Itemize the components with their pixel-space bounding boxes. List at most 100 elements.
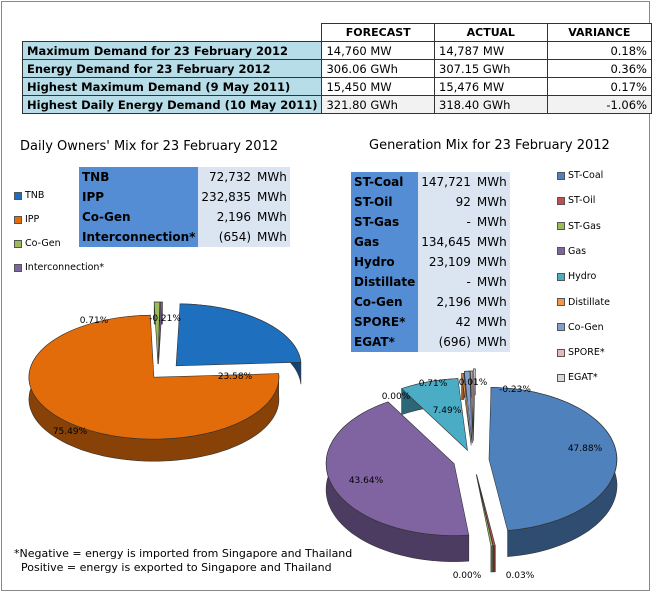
table-row: TNB 72,732 MWh [79, 167, 290, 187]
pie-slice [28, 314, 280, 440]
legend-swatch [14, 263, 22, 272]
gen-unit-cell: MWh [473, 332, 510, 352]
owners-value-cell: 72,732 [198, 167, 255, 187]
legend-item: TNB [14, 190, 44, 201]
gen-unit-cell: MWh [473, 212, 510, 232]
table-row: EGAT* (696) MWh [351, 332, 510, 352]
data-label: 0.03% [506, 571, 535, 581]
gen-value-cell: - [418, 272, 474, 292]
owners-name-cell: Interconnection* [79, 227, 199, 247]
pie-slice [153, 301, 161, 365]
variance-cell: 0.36% [546, 59, 652, 78]
table-row: Highest Maximum Demand (9 May 2011) 15,4… [21, 77, 652, 96]
table-row: SPORE* 42 MWh [351, 312, 510, 332]
legend-item: Co-Gen [557, 322, 604, 333]
owners-unit-cell: MWh [254, 227, 290, 247]
table-row: Distillate - MWh [351, 272, 510, 292]
gen-value-cell: 147,721 [418, 172, 474, 192]
legend-item: Hydro [557, 271, 596, 282]
legend-label: ST-Oil [568, 195, 596, 207]
legend-item: IPP [14, 214, 39, 225]
gen-value-cell: 92 [418, 192, 474, 212]
owners-mix-table: TNB 72,732 MWh IPP 232,835 MWh Co-Gen 2,196 MWh I… [79, 167, 290, 247]
legend-label: SPORE* [568, 347, 605, 359]
demand-table: FORECAST ACTUAL VARIANCE Maximum Demand … [21, 23, 652, 114]
legend-label: Hydro [568, 271, 597, 283]
legend-item: Co-Gen [14, 238, 61, 249]
owners-name-cell: Co-Gen [79, 207, 199, 227]
legend-swatch [557, 272, 565, 281]
pie-slice [473, 368, 476, 441]
table-row: Interconnection* (654) MWh [79, 227, 290, 247]
legend-swatch [557, 373, 565, 382]
row-label: Energy Demand for 23 February 2012 [21, 59, 323, 78]
legend-item: Interconnection* [14, 262, 104, 273]
pie-slice [475, 474, 494, 547]
pie-slice-side [490, 545, 494, 573]
gen-unit-cell: MWh [473, 292, 510, 312]
table-row: Maximum Demand for 23 February 2012 14,7… [21, 41, 652, 60]
gen-unit-cell: MWh [473, 312, 510, 332]
forecast-cell: 15,450 MW [321, 77, 435, 96]
legend-swatch [557, 196, 565, 205]
header-variance: VARIANCE [546, 23, 652, 42]
legend-swatch [557, 348, 565, 357]
footnote: *Negative = energy is imported from Sing… [14, 547, 353, 574]
gen-name-cell: Gas [351, 232, 419, 252]
forecast-cell: 321.80 GWh [321, 95, 435, 114]
generation-mix-title: Generation Mix for 23 February 2012 [369, 138, 610, 153]
table-row: Hydro 23,109 MWh [351, 252, 510, 272]
data-label: 0.00% [382, 392, 411, 402]
actual-cell: 318.40 GWh [434, 95, 548, 114]
gen-unit-cell: MWh [473, 172, 510, 192]
gen-name-cell: ST-Oil [351, 192, 419, 212]
legend-swatch [557, 171, 565, 180]
owners-unit-cell: MWh [254, 207, 290, 227]
owners-value-cell: 2,196 [198, 207, 255, 227]
row-label: Highest Maximum Demand (9 May 2011) [21, 77, 323, 96]
table-row: Co-Gen 2,196 MWh [351, 292, 510, 312]
legend-item: ST-Gas [557, 221, 601, 232]
legend-item: EGAT* [557, 372, 598, 383]
gen-value-cell: 134,645 [418, 232, 474, 252]
data-label: 0.71% [80, 316, 109, 326]
legend-swatch [557, 247, 565, 256]
owners-unit-cell: MWh [254, 187, 290, 207]
table-row: ST-Gas - MWh [351, 212, 510, 232]
actual-cell: 15,476 MW [434, 77, 548, 96]
legend-label: Gas [568, 245, 587, 257]
legend-swatch [14, 191, 22, 200]
generation-mix-table: ST-Coal 147,721 MWh ST-Oil 92 MWh ST-Gas - MWh Ga… [351, 172, 510, 352]
owners-value-cell: 232,835 [198, 187, 255, 207]
table-row: Energy Demand for 23 February 2012 306.0… [21, 59, 652, 78]
header-blank [21, 23, 323, 42]
table-row: Co-Gen 2,196 MWh [79, 207, 290, 227]
gen-unit-cell: MWh [473, 272, 510, 292]
gen-name-cell: Distillate [351, 272, 419, 292]
legend-item: SPORE* [557, 347, 605, 358]
legend-label: TNB [25, 190, 45, 201]
variance-cell: -1.06% [546, 95, 652, 114]
gen-value-cell: 23,109 [418, 252, 474, 272]
pie-slice [470, 370, 474, 444]
actual-cell: 14,787 MW [434, 41, 548, 60]
owners-name-cell: TNB [79, 167, 199, 187]
gen-value-cell: 2,196 [418, 292, 474, 312]
variance-cell: 0.18% [546, 41, 652, 60]
legend-swatch [557, 298, 565, 306]
pie-slice [463, 370, 473, 444]
table-header-row: FORECAST ACTUAL VARIANCE [21, 23, 652, 42]
gen-name-cell: EGAT* [351, 332, 419, 352]
table-row: ST-Oil 92 MWh [351, 192, 510, 212]
data-label: 43.64% [349, 476, 384, 486]
legend-label: ST-Gas [568, 220, 601, 232]
gen-value-cell: - [418, 212, 474, 232]
gen-name-cell: SPORE* [351, 312, 419, 332]
gen-unit-cell: MWh [473, 252, 510, 272]
legend-label: EGAT* [568, 372, 598, 384]
owners-value-cell: (654) [198, 227, 255, 247]
legend-item: Gas [557, 246, 586, 257]
gen-value-cell: (696) [418, 332, 474, 352]
